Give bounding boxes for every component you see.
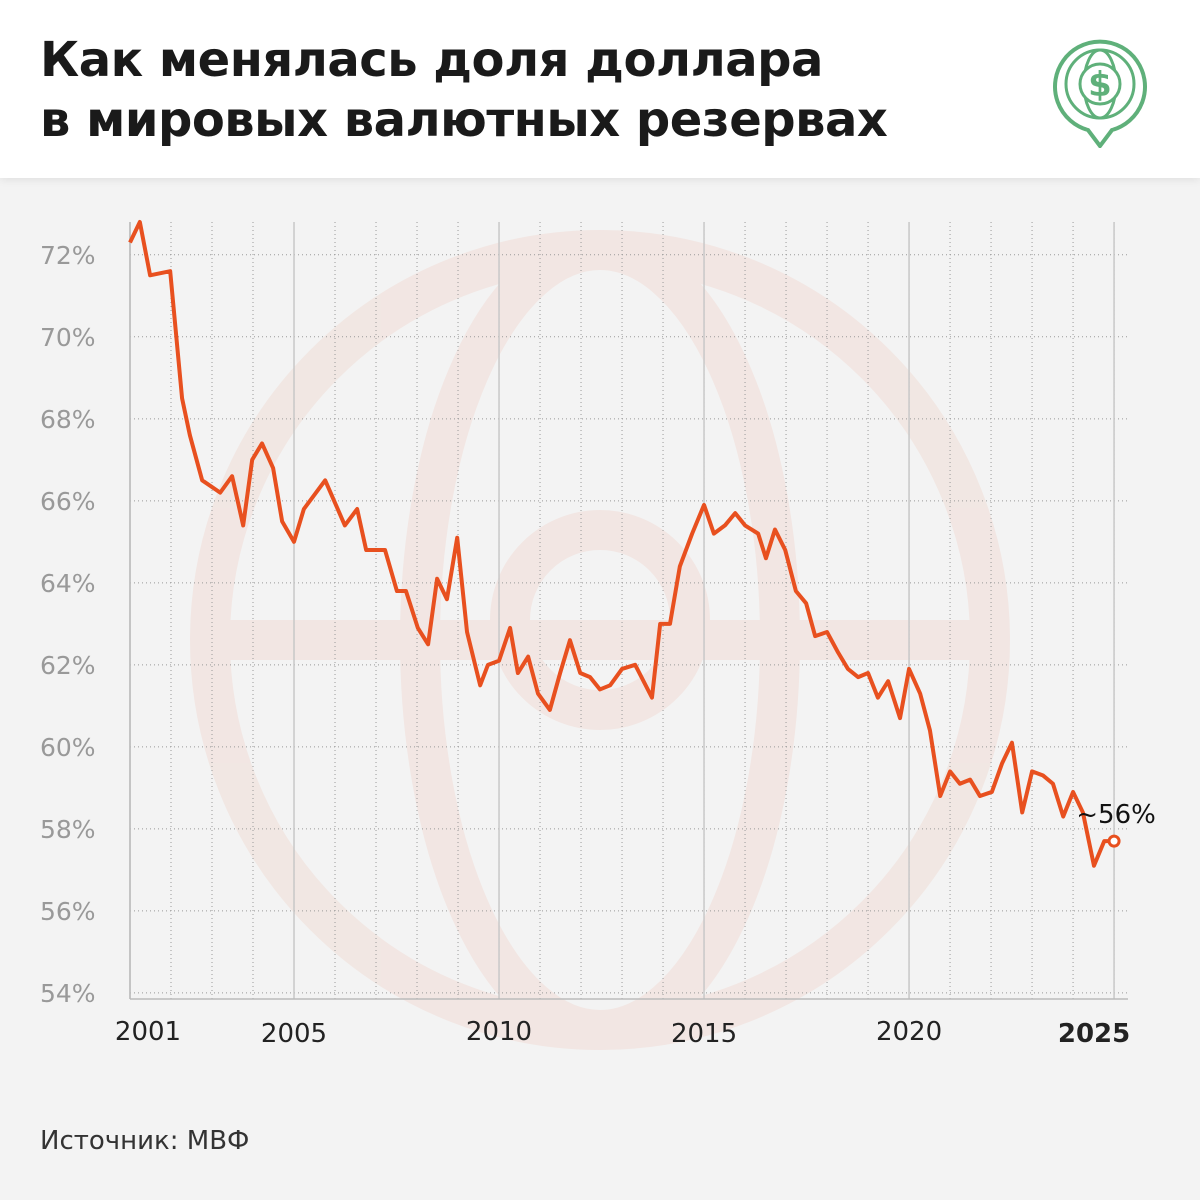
x-tick-label: 2001 xyxy=(115,1017,181,1047)
y-tick-label: 62% xyxy=(40,651,96,680)
y-tick-label: 66% xyxy=(40,487,96,516)
y-tick-label: 64% xyxy=(40,569,96,598)
x-tick-label: 2010 xyxy=(466,1017,532,1047)
end-point xyxy=(1107,834,1121,848)
source: Источник: МВФ xyxy=(40,1126,250,1156)
chart-title: Как менялась доля доллара xyxy=(40,32,823,88)
y-tick-label: 58% xyxy=(40,815,96,844)
y-tick-label: 56% xyxy=(40,897,96,926)
y-tick-label: 70% xyxy=(40,323,96,352)
logo-icon: $ xyxy=(1053,39,1147,148)
x-tick-label: 2005 xyxy=(261,1019,327,1049)
svg-text:$: $ xyxy=(1088,65,1112,105)
line-series xyxy=(128,220,1115,868)
y-tick-label: 54% xyxy=(40,979,96,1008)
watermark xyxy=(190,230,1010,1050)
chart-title: в мировых валютных резервах xyxy=(40,92,888,148)
y-tick-label: 60% xyxy=(40,733,96,762)
header: Как менялась доля доллара в мировых валю… xyxy=(0,0,1200,178)
y-tick-label: 68% xyxy=(40,405,96,434)
y-tick-label: 72% xyxy=(40,241,96,270)
x-tick-label: 2015 xyxy=(671,1019,737,1049)
x-tick-label: 2020 xyxy=(876,1017,942,1047)
x-tick-label: 2025 xyxy=(1058,1019,1130,1049)
annotation: ~56% xyxy=(1076,800,1156,830)
